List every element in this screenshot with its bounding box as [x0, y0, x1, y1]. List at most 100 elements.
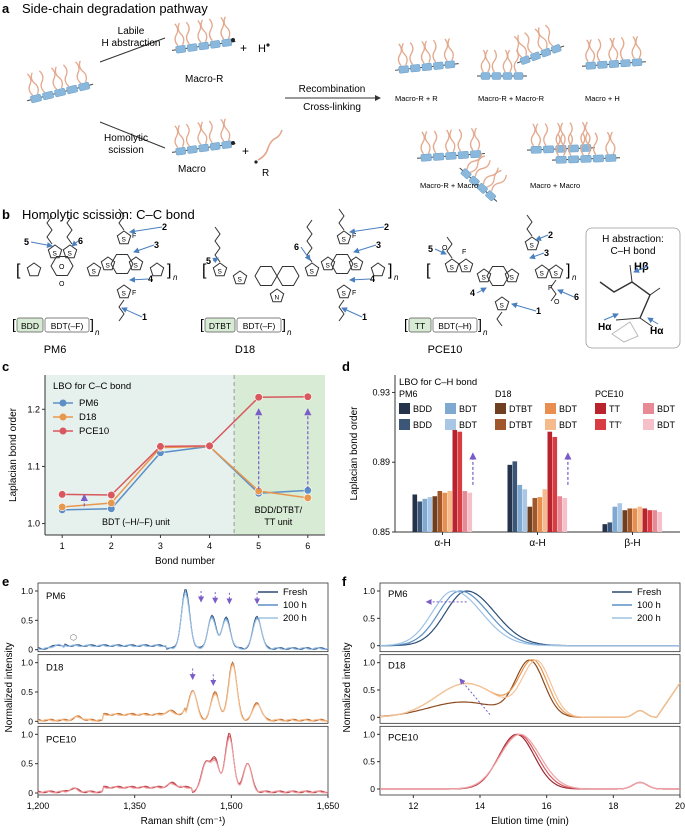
- inset-h-alpha-right: Hα: [650, 326, 664, 337]
- polymer-chain: [26, 60, 94, 104]
- legend-label: 100 h: [283, 600, 307, 611]
- x-axis-label: Bond number: [155, 556, 216, 567]
- bond-number: 5: [24, 237, 29, 247]
- y-axis-label: Laplacian bond order: [349, 406, 360, 501]
- bar: [412, 494, 418, 532]
- atom-label: F: [548, 285, 552, 292]
- polymer-chain: [513, 24, 565, 65]
- data-point-pce10: [303, 392, 312, 401]
- recombination-label: Recombination: [299, 84, 366, 95]
- bond-number: 6: [574, 292, 579, 302]
- atom-label: O: [442, 245, 448, 252]
- atom-label: S: [342, 291, 347, 298]
- backbone-unit: [186, 145, 198, 154]
- radical-dot: [231, 141, 235, 145]
- polymer-bracket: [: [16, 262, 21, 279]
- bond-number: 4: [370, 274, 375, 284]
- bond-number: 5: [428, 244, 433, 254]
- side-chain: [631, 36, 636, 59]
- data-point-pce10: [58, 490, 67, 499]
- x-tick-label: 1,500: [220, 801, 243, 811]
- backbone-unit: [198, 143, 210, 153]
- lbo-cc-chart: 1.0 1.1 1.2 1 2 3 4 5 6 Bond number Laplacian bond…: [8, 375, 325, 567]
- side-chain: [447, 38, 454, 61]
- thiophene-ring: [47, 244, 63, 259]
- atom-label: S: [122, 237, 127, 244]
- subplot-frame-d18: [37, 654, 329, 724]
- x-tick-label: 1,200: [27, 801, 50, 811]
- subplot-label: PCE10: [46, 734, 76, 745]
- y-tick-label: 0: [28, 716, 33, 726]
- side-chain: [635, 35, 642, 59]
- atom-label: S: [510, 275, 515, 282]
- product-3-label: Macro + H: [585, 94, 620, 103]
- bar: [522, 489, 528, 532]
- thiophene-ring: [86, 262, 102, 277]
- x-axis-label: Elution time (min): [491, 816, 569, 827]
- bar: [657, 511, 663, 532]
- homolytic-label-2: scission: [108, 145, 144, 156]
- product-1-label: Macro-R + R: [395, 94, 438, 103]
- side-chain: [605, 131, 611, 155]
- side-chain: [220, 16, 225, 40]
- bar: [457, 431, 463, 532]
- bar: [467, 492, 473, 532]
- thiophene-ring: [320, 256, 336, 271]
- region-bdt-bg: [45, 375, 235, 535]
- alkyl-chain: [526, 214, 533, 237]
- side-chain: [585, 39, 590, 63]
- bar: [562, 497, 568, 532]
- side-chain: [443, 38, 449, 62]
- structure-inset-glyph: ⬡: [70, 633, 77, 642]
- backbone-unit: [568, 155, 580, 164]
- thiophene-ring: [548, 264, 564, 279]
- y-axis-label: Laplacian bond order: [8, 407, 19, 502]
- svg-text:[: [: [404, 316, 408, 332]
- bond-number: 1: [362, 312, 367, 322]
- polymer-chain: [551, 131, 620, 164]
- thiophene-ring: [534, 264, 550, 279]
- y-tick-label: 0.93: [372, 387, 390, 397]
- bond-arrow: [341, 307, 363, 318]
- bar: [432, 496, 438, 532]
- legend-label: BDT: [657, 404, 676, 414]
- bond-number: 4: [470, 288, 475, 298]
- bond-number: 3: [544, 248, 549, 258]
- gpc-trace-pce10: [380, 733, 680, 790]
- svg-text:n: n: [483, 328, 488, 337]
- thiophene-ring: [304, 262, 320, 277]
- side-chain: [449, 129, 456, 152]
- inset-h-alpha-left: Hα: [598, 322, 612, 333]
- region-label-bdt: BDT (–H/–F) unit: [102, 517, 170, 527]
- bar: [442, 492, 448, 532]
- legend-swatch: [643, 403, 654, 414]
- svg-text:]: ]: [478, 316, 482, 332]
- bar: [452, 429, 458, 532]
- thiophene-ring: [458, 258, 474, 273]
- atom-label: S: [134, 263, 139, 270]
- polymer-chain: [581, 35, 646, 70]
- atom-label: S: [500, 303, 505, 310]
- legend-label: 200 h: [283, 613, 307, 624]
- backbone-unit: [221, 140, 232, 149]
- legend-swatch: [643, 419, 654, 430]
- legend-swatch: [595, 403, 606, 414]
- legend-label: D18: [79, 412, 96, 423]
- legend-swatch: [595, 419, 606, 430]
- side-chain: [200, 121, 208, 144]
- thiophene-ring: [26, 262, 42, 277]
- y-tick-label: 0: [28, 788, 33, 798]
- backbone-unit: [485, 190, 496, 202]
- pm6-unit-1: BDD: [21, 321, 39, 331]
- plus-sign-2: +: [242, 144, 249, 158]
- backbone-unit: [540, 47, 552, 58]
- y-tick-label: 1.0: [363, 586, 375, 596]
- subplot-label: PM6: [46, 591, 66, 602]
- spectrum-pce10: [37, 732, 329, 794]
- x-tick-label: 14: [475, 801, 485, 811]
- bar: [617, 503, 623, 532]
- alkyl-chain: [496, 311, 503, 327]
- bar: [537, 497, 543, 532]
- side-chain: [200, 19, 208, 42]
- panel-b-letter: b: [2, 207, 10, 222]
